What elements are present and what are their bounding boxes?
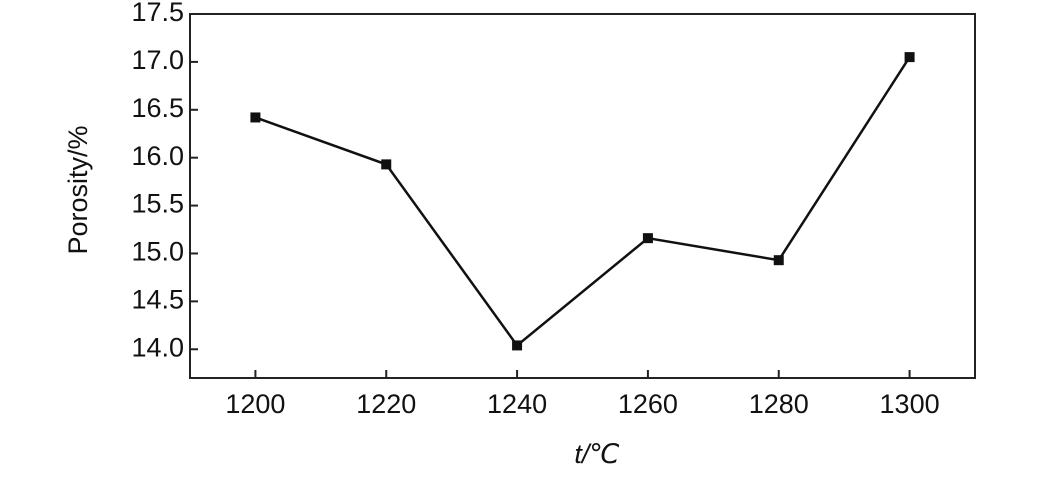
y-tick-label: 16.5 xyxy=(131,93,184,123)
y-axis-label: Porosity/% xyxy=(63,125,93,254)
y-tick-label: 17.0 xyxy=(131,45,184,75)
plot-frame xyxy=(189,13,976,379)
point-marker xyxy=(642,233,653,244)
y-tick-label: 17.5 xyxy=(131,0,184,27)
y-tick-label: 14.0 xyxy=(131,332,184,362)
series-line xyxy=(254,56,911,348)
x-tick-label: 1200 xyxy=(225,389,285,419)
point-marker xyxy=(381,159,392,170)
y-tick-label: 14.5 xyxy=(131,284,184,314)
x-tick-label: 1260 xyxy=(618,389,678,419)
point-marker xyxy=(250,112,261,123)
point-marker xyxy=(904,52,915,63)
y-tick-label: 15.5 xyxy=(131,189,184,219)
y-tick-label: 15.0 xyxy=(131,237,184,267)
x-tick-label: 1240 xyxy=(487,389,547,419)
y-tick-label: 16.0 xyxy=(131,141,184,171)
point-marker xyxy=(773,255,784,266)
point-marker xyxy=(512,340,523,351)
x-tick-label: 1280 xyxy=(749,389,809,419)
x-tick-label: 1300 xyxy=(880,389,940,419)
x-axis-label: t/℃ xyxy=(574,439,619,469)
x-tick-label: 1220 xyxy=(356,389,416,419)
